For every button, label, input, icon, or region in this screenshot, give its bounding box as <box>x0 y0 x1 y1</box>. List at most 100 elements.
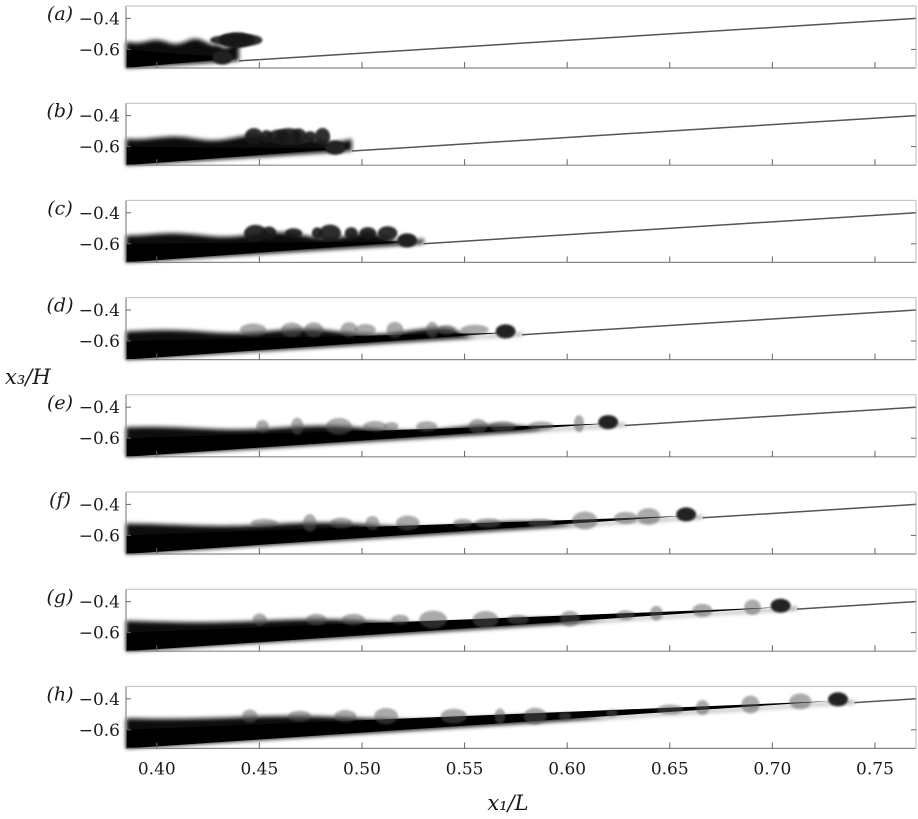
interface-billow <box>606 709 618 718</box>
interface-billow <box>558 711 572 721</box>
interface-billow <box>304 322 324 338</box>
slope-line <box>238 17 917 62</box>
current-head <box>495 324 516 339</box>
interface-billow <box>649 605 663 621</box>
dense-fluid-core <box>126 146 345 166</box>
interface-billow <box>374 708 399 725</box>
interface-billow <box>426 321 439 338</box>
interface-billow <box>391 614 409 625</box>
y-tick-label: −0.4 <box>79 593 120 613</box>
interface-billow <box>359 227 377 240</box>
interface-billow <box>656 704 684 715</box>
interface-billow <box>440 708 467 724</box>
y-tick-label: −0.6 <box>79 332 120 352</box>
dense-fluid-body <box>126 607 797 652</box>
interface-billow <box>523 707 547 725</box>
dense-fluid-body <box>126 423 625 457</box>
y-tick-label: −0.6 <box>79 429 120 449</box>
y-tick-label: −0.4 <box>79 690 120 710</box>
panel-g: −0.4 −0.6(g) <box>47 586 917 652</box>
x-axis-label: x₁/L <box>487 791 528 815</box>
interface-billow <box>614 511 638 525</box>
interface-billow <box>340 322 358 338</box>
slope-line <box>702 503 917 519</box>
x-axis: 0.40 0.45 0.50 0.55 0.60 0.65 0.70 0.75 <box>138 759 894 779</box>
interface-billow <box>210 35 233 45</box>
interface-billow <box>334 710 357 723</box>
interface-billow <box>527 518 554 528</box>
panel-a: −0.4 −0.6 (a) <box>47 3 917 69</box>
panel-label: (g) <box>47 586 74 608</box>
interface-billow <box>453 518 473 528</box>
x-tick-label: 0.50 <box>343 759 381 779</box>
interface-billow <box>261 226 277 241</box>
panel-e: −0.4 −0.6 (e) <box>47 392 917 458</box>
interface-billow <box>507 614 529 625</box>
panel-label: (c) <box>47 197 72 219</box>
dense-fluid-core <box>126 701 833 749</box>
interface-billow <box>330 517 353 529</box>
interface-billow <box>243 224 268 242</box>
current-head <box>676 507 697 522</box>
x-tick-label: 0.55 <box>446 759 484 779</box>
slope-line <box>423 212 917 245</box>
interface-billow <box>284 228 303 239</box>
current-head <box>598 415 619 430</box>
interface-billow <box>416 421 438 432</box>
panel-label: (b) <box>47 100 74 122</box>
interface-billow <box>341 613 366 626</box>
panel-label: (d) <box>47 295 74 317</box>
y-tick-label: −0.6 <box>79 138 120 158</box>
dense-fluid-body <box>126 701 855 749</box>
current-head <box>325 140 346 155</box>
dense-fluid-core <box>126 332 511 360</box>
x-tick-label: 0.40 <box>138 759 176 779</box>
panel-h: −0.4 −0.6 (h) <box>46 683 917 750</box>
y-tick-label: −0.4 <box>79 301 120 321</box>
y-tick-label: −0.4 <box>79 107 120 127</box>
interface-billow <box>363 421 387 432</box>
interface-billow <box>365 516 380 530</box>
y-tick-label: −0.4 <box>79 495 120 515</box>
y-axis-label: x₃/H <box>5 365 51 389</box>
interface-billow <box>314 127 331 146</box>
x-tick-label: 0.75 <box>856 759 894 779</box>
current-head <box>397 233 418 248</box>
interface-billow <box>386 321 404 338</box>
panel-f: −0.4 −0.6 (f) <box>49 489 917 555</box>
current-head <box>212 50 233 65</box>
slope-line <box>796 600 917 610</box>
interface-billow <box>695 700 710 715</box>
panel-c: −0.4 −0.6 (c) <box>47 197 917 263</box>
interface-billow <box>460 324 489 335</box>
interface-billow <box>489 421 516 432</box>
panel-label: (f) <box>49 489 71 511</box>
x-tick-label: 0.65 <box>651 759 689 779</box>
interface-billow <box>325 417 352 435</box>
interface-billow <box>438 325 456 335</box>
y-tick-label: −0.4 <box>79 9 120 29</box>
panel-label: (a) <box>47 3 73 25</box>
interface-billow <box>252 613 267 626</box>
panel-d: −0.4 −0.6(d) <box>47 295 917 361</box>
interface-billow <box>741 695 760 714</box>
interface-billow <box>474 518 502 528</box>
interface-billow <box>468 418 488 434</box>
interface-billow <box>288 710 312 722</box>
interface-billow <box>494 708 506 724</box>
interface-billow <box>573 415 585 433</box>
x-tick-label: 0.70 <box>753 759 791 779</box>
panel-label: (h) <box>46 683 73 705</box>
panel-label: (e) <box>47 392 73 414</box>
y-tick-label: −0.6 <box>79 624 120 644</box>
interface-billow <box>559 610 580 627</box>
dense-fluid-core <box>126 49 236 68</box>
interface-billow <box>395 515 420 531</box>
slope-line <box>854 698 917 704</box>
interface-billow <box>244 128 264 146</box>
y-tick-label: −0.6 <box>79 40 120 60</box>
y-tick-label: −0.4 <box>79 398 120 418</box>
interface-billow <box>250 518 278 528</box>
interface-billow <box>280 322 303 338</box>
